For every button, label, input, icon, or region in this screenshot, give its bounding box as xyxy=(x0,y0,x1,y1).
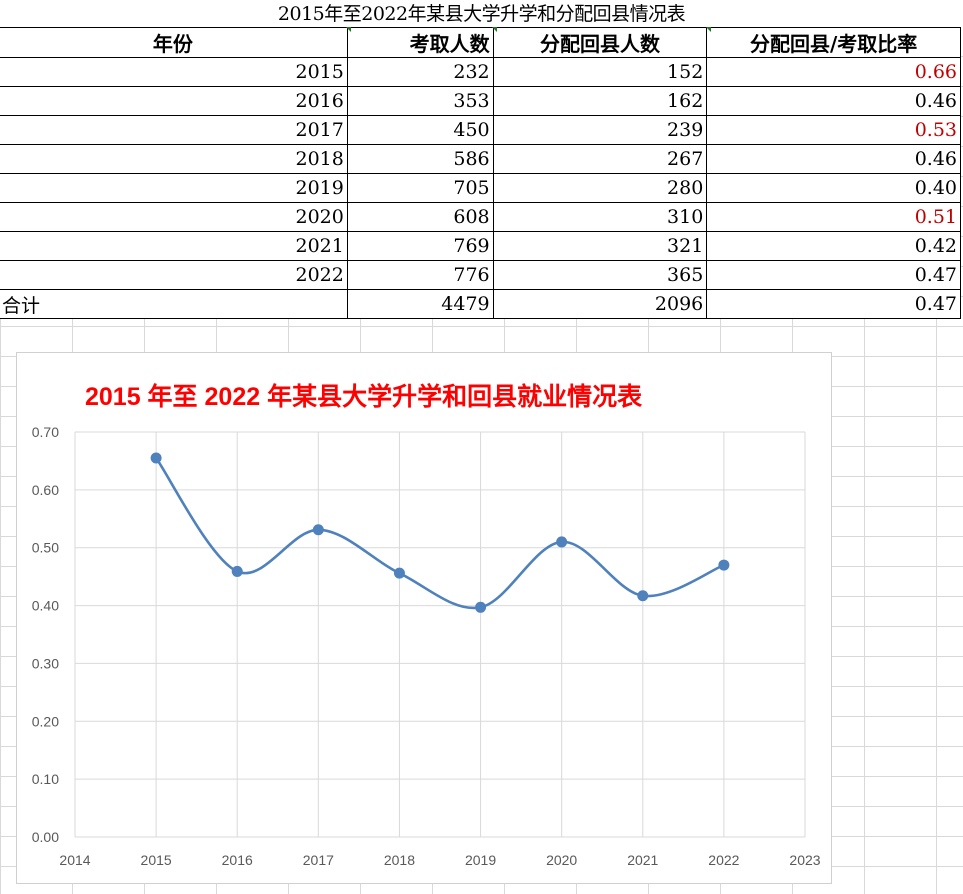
x-tick-label: 2019 xyxy=(465,852,496,868)
y-tick-label: 0.70 xyxy=(32,424,59,440)
total-admitted[interactable]: 4479 xyxy=(346,289,494,319)
x-tick-label: 2015 xyxy=(141,852,172,868)
total-ratio[interactable]: 0.47 xyxy=(706,289,961,319)
cell-admitted[interactable]: 450 xyxy=(346,115,494,145)
y-tick-label: 0.10 xyxy=(32,771,59,787)
data-point xyxy=(393,567,405,579)
cell-ratio[interactable]: 0.40 xyxy=(706,173,961,203)
cell-ratio[interactable]: 0.42 xyxy=(706,231,961,261)
table-row: 2017 450 239 0.53 xyxy=(0,115,961,145)
cell-ratio[interactable]: 0.51 xyxy=(706,202,961,232)
x-tick-label: 2018 xyxy=(384,852,415,868)
y-tick-label: 0.40 xyxy=(32,598,59,614)
x-tick-label: 2021 xyxy=(627,852,658,868)
cell-year[interactable]: 2020 xyxy=(0,202,348,232)
chart-container[interactable]: 0.00 0.10 0.20 0.30 0.40 0.50 0.60 0.70 2014 2015… xyxy=(16,352,832,884)
y-tick-label: 0.00 xyxy=(32,829,59,845)
cell-returned[interactable]: 280 xyxy=(492,173,708,203)
cell-returned[interactable]: 321 xyxy=(492,231,708,261)
y-tick-label: 0.50 xyxy=(32,540,59,556)
table-row: 2021 769 321 0.42 xyxy=(0,231,961,261)
cell-comment-marker xyxy=(346,27,351,32)
header-returned[interactable]: 分配回县人数 xyxy=(492,27,708,58)
table-row: 2016 353 162 0.46 xyxy=(0,86,961,116)
sheet-title: 2015年至2022年某县大学升学和分配回县情况表 xyxy=(0,0,963,27)
y-tick-label: 0.60 xyxy=(32,482,59,498)
data-point xyxy=(312,524,324,536)
series-line xyxy=(155,457,725,610)
data-point xyxy=(718,559,730,571)
table-row: 2019 705 280 0.40 xyxy=(0,173,961,203)
cell-returned[interactable]: 162 xyxy=(492,86,708,116)
cell-comment-marker xyxy=(492,27,497,32)
data-table: 年份 考取人数 分配回县人数 分配回县/考取比率 2015 232 152 0.66 2… xyxy=(0,27,961,319)
table-header-row: 年份 考取人数 分配回县人数 分配回县/考取比率 xyxy=(0,27,961,58)
cell-returned[interactable]: 267 xyxy=(492,144,708,174)
cell-ratio[interactable]: 0.66 xyxy=(706,57,961,87)
table-row: 2020 608 310 0.51 xyxy=(0,202,961,232)
cell-admitted[interactable]: 608 xyxy=(346,202,494,232)
data-point xyxy=(231,565,243,577)
cell-ratio[interactable]: 0.53 xyxy=(706,115,961,145)
cell-admitted[interactable]: 776 xyxy=(346,260,494,290)
x-tick-label: 2020 xyxy=(546,852,577,868)
x-tick-label: 2017 xyxy=(303,852,334,868)
table-total-row: 合计 4479 2096 0.47 xyxy=(0,289,961,319)
x-tick-label: 2023 xyxy=(789,852,820,868)
y-tick-label: 0.20 xyxy=(32,713,59,729)
header-year[interactable]: 年份 xyxy=(0,27,348,58)
cell-year[interactable]: 2018 xyxy=(0,144,348,174)
cell-returned[interactable]: 365 xyxy=(492,260,708,290)
total-returned[interactable]: 2096 xyxy=(492,289,708,319)
line-chart: 0.00 0.10 0.20 0.30 0.40 0.50 0.60 0.70 2014 2015… xyxy=(32,424,821,868)
cell-admitted[interactable]: 705 xyxy=(346,173,494,203)
data-point xyxy=(637,590,649,602)
x-tick-label: 2014 xyxy=(59,852,90,868)
cell-returned[interactable]: 310 xyxy=(492,202,708,232)
table-row: 2015 232 152 0.66 xyxy=(0,57,961,87)
total-label[interactable]: 合计 xyxy=(0,289,348,319)
table-row: 2022 776 365 0.47 xyxy=(0,260,961,290)
cell-admitted[interactable]: 586 xyxy=(346,144,494,174)
cell-comment-marker xyxy=(706,27,711,32)
header-admitted[interactable]: 考取人数 xyxy=(346,27,494,58)
data-point xyxy=(556,536,568,548)
header-ratio[interactable]: 分配回县/考取比率 xyxy=(706,27,961,58)
y-tick-label: 0.30 xyxy=(32,655,59,671)
chart-title: 2015 年至 2022 年某县大学升学和回县就业情况表 xyxy=(85,383,643,411)
cell-admitted[interactable]: 353 xyxy=(346,86,494,116)
cell-returned[interactable]: 152 xyxy=(492,57,708,87)
cell-year[interactable]: 2017 xyxy=(0,115,348,145)
data-point xyxy=(475,601,487,613)
cell-year[interactable]: 2019 xyxy=(0,173,348,203)
cell-ratio[interactable]: 0.47 xyxy=(706,260,961,290)
cell-admitted[interactable]: 769 xyxy=(346,231,494,261)
cell-returned[interactable]: 239 xyxy=(492,115,708,145)
cell-ratio[interactable]: 0.46 xyxy=(706,86,961,116)
x-tick-label: 2016 xyxy=(222,852,253,868)
cell-ratio[interactable]: 0.46 xyxy=(706,144,961,174)
cell-year[interactable]: 2022 xyxy=(0,260,348,290)
cell-year[interactable]: 2015 xyxy=(0,57,348,87)
cell-admitted[interactable]: 232 xyxy=(346,57,494,87)
table-row: 2018 586 267 0.46 xyxy=(0,144,961,174)
data-point xyxy=(150,452,162,464)
x-tick-label: 2022 xyxy=(708,852,739,868)
cell-year[interactable]: 2021 xyxy=(0,231,348,261)
cell-year[interactable]: 2016 xyxy=(0,86,348,116)
